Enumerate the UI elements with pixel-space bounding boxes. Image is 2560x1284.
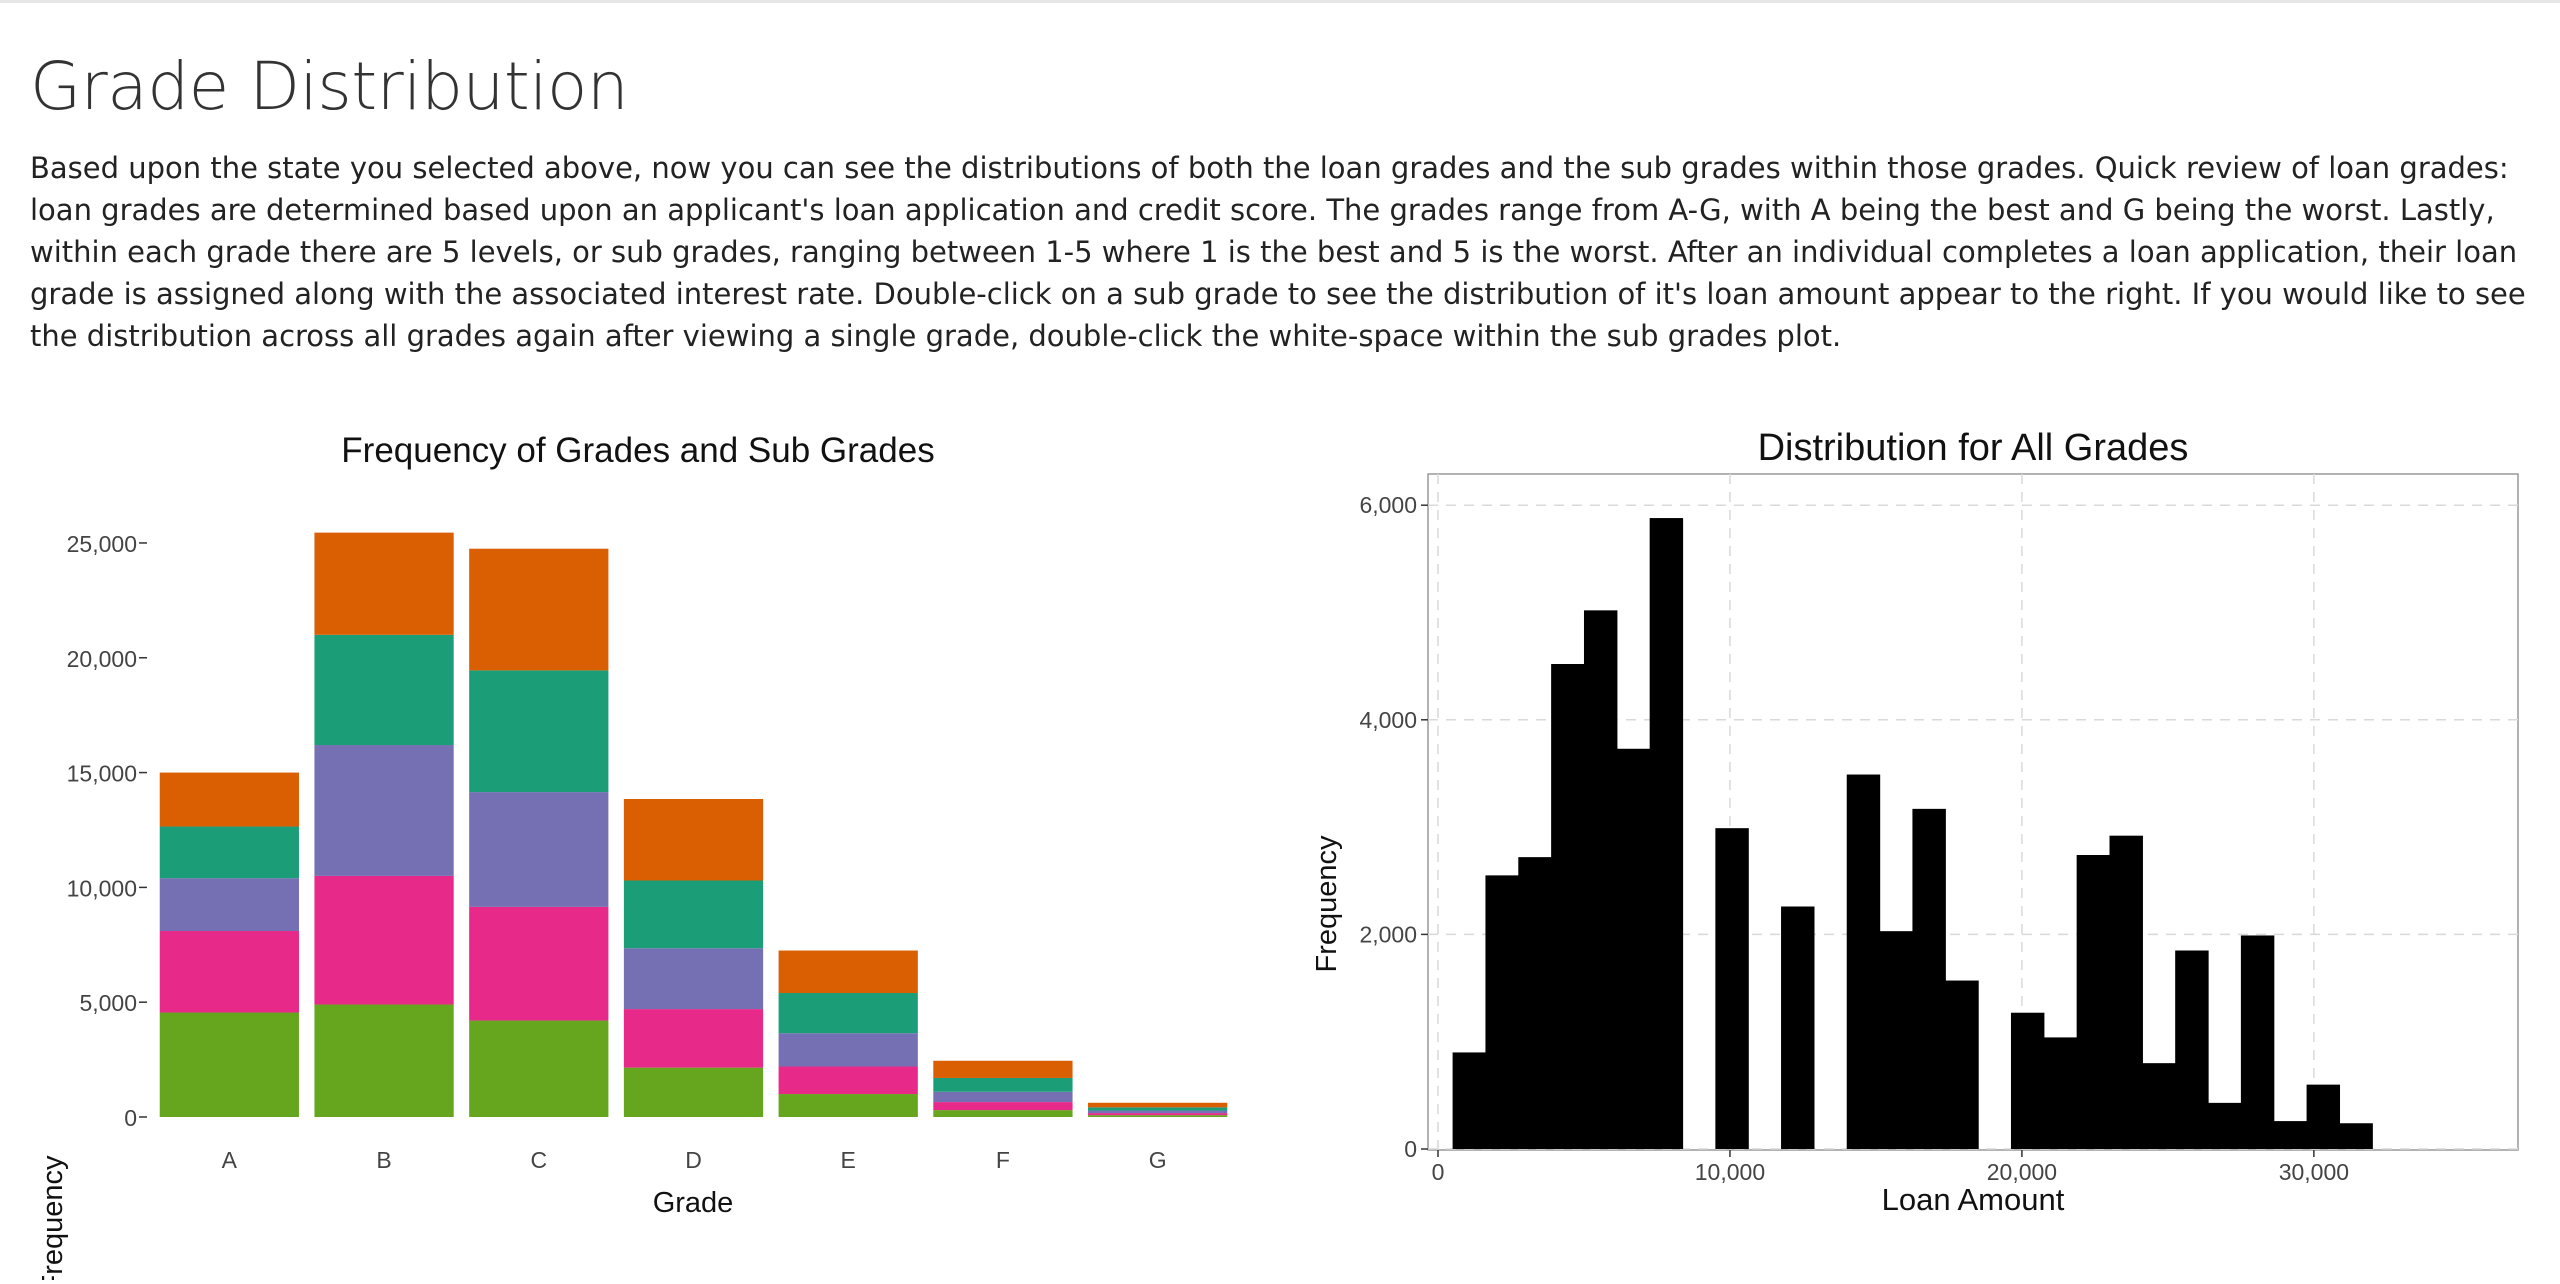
bar-segment-e-3[interactable] — [778, 1033, 918, 1067]
bar-segment-g-4[interactable] — [1088, 1107, 1228, 1111]
histogram-bar[interactable] — [2010, 1012, 2045, 1149]
bar-segment-d-2[interactable] — [623, 1009, 764, 1068]
bar-segment-g-2[interactable] — [1088, 1113, 1228, 1116]
bar-segment-c-4[interactable] — [469, 670, 609, 793]
histogram-bar[interactable] — [2306, 1084, 2341, 1149]
y-axis-label: Frequency — [1311, 835, 1343, 973]
y-tick-label: 15,000 — [67, 761, 137, 787]
x-tick-label: E — [841, 1147, 856, 1173]
bar-segment-d-5[interactable] — [623, 798, 764, 881]
histogram-bar[interactable] — [1616, 748, 1651, 1149]
bar-segment-b-2[interactable] — [314, 875, 454, 1005]
histogram-bar[interactable] — [1879, 931, 1914, 1149]
y-tick-label: 10,000 — [67, 875, 137, 901]
grades-subgrades-svg[interactable]: Frequency of Grades and Sub Grades Frequ… — [0, 400, 1290, 1284]
bar-segment-g-5[interactable] — [1088, 1102, 1228, 1108]
histogram-bar[interactable] — [1846, 774, 1881, 1149]
loan-amount-histogram[interactable]: Distribution for All Grades Frequency Lo… — [1290, 400, 2560, 1280]
chart-title: Frequency of Grades and Sub Grades — [341, 431, 934, 470]
histogram-bar[interactable] — [2109, 835, 2143, 1149]
bar-segment-b-3[interactable] — [314, 745, 454, 876]
x-tick-label: 0 — [1432, 1159, 1445, 1185]
histogram-bar[interactable] — [1518, 857, 1552, 1149]
bar-segment-b-5[interactable] — [314, 532, 454, 635]
bar-segment-d-4[interactable] — [623, 880, 764, 949]
bar-segment-a-2[interactable] — [159, 931, 299, 1013]
y-tick-label: 2,000 — [1359, 921, 1417, 947]
x-tick-label: F — [996, 1147, 1010, 1173]
x-tick-label: 30,000 — [2279, 1159, 2349, 1185]
bar-segment-b-1[interactable] — [314, 1004, 454, 1117]
histogram-bar[interactable] — [1945, 980, 1979, 1149]
bar-segment-d-1[interactable] — [623, 1067, 764, 1117]
top-divider — [0, 0, 2560, 3]
bar-segment-d-3[interactable] — [623, 948, 764, 1010]
bar-segment-e-2[interactable] — [778, 1066, 918, 1095]
chart-title: Distribution for All Grades — [1758, 427, 2189, 469]
plot-border — [1427, 473, 2519, 1151]
bar-segment-b-4[interactable] — [314, 634, 454, 746]
bar-segment-a-1[interactable] — [159, 1012, 299, 1117]
bar-segment-c-2[interactable] — [469, 906, 609, 1021]
bar-segment-e-5[interactable] — [778, 950, 918, 994]
y-axis-label: Frequency — [37, 1155, 69, 1280]
bar-segment-f-3[interactable] — [933, 1091, 1073, 1103]
histogram-bar[interactable] — [2273, 1121, 2308, 1149]
histogram-bar[interactable] — [2175, 950, 2209, 1149]
histogram-bar[interactable] — [1781, 906, 1815, 1149]
y-tick-label: 0 — [1404, 1136, 1417, 1162]
bar-segment-c-1[interactable] — [469, 1020, 609, 1117]
y-tick-label: 5,000 — [79, 990, 137, 1016]
x-tick-label: C — [530, 1147, 547, 1173]
bar-segment-g-3[interactable] — [1088, 1110, 1228, 1114]
histogram-bar[interactable] — [2043, 1037, 2078, 1149]
y-tick-label: 25,000 — [67, 531, 137, 557]
bar-segment-g-1[interactable] — [1088, 1115, 1228, 1117]
x-tick-label: B — [376, 1147, 391, 1173]
x-tick-label: 20,000 — [1987, 1159, 2057, 1185]
x-tick-label: A — [222, 1147, 238, 1173]
bar-segment-f-4[interactable] — [933, 1077, 1073, 1092]
x-axis-label: Loan Amount — [1882, 1182, 2065, 1217]
y-tick-label: 0 — [124, 1105, 137, 1131]
bar-segment-a-5[interactable] — [159, 772, 299, 827]
x-tick-label: 10,000 — [1695, 1159, 1765, 1185]
histogram-bar[interactable] — [1452, 1052, 1487, 1149]
page-title: Grade Distribution — [30, 48, 629, 125]
y-tick-label: 6,000 — [1359, 492, 1417, 518]
histogram-bar[interactable] — [2339, 1123, 2373, 1149]
plot-area[interactable]: 0 2,000 4,000 6,000 0 10,000 20,000 30,000 — [1359, 473, 2519, 1185]
bar-segment-c-5[interactable] — [469, 548, 609, 671]
bar-segment-c-3[interactable] — [469, 792, 609, 907]
histogram-bar[interactable] — [1715, 828, 1749, 1149]
bar-segment-e-1[interactable] — [778, 1094, 918, 1117]
histogram-bar[interactable] — [2240, 935, 2275, 1149]
histogram-bar[interactable] — [1551, 663, 1585, 1149]
loan-amount-histogram-svg[interactable]: Distribution for All Grades Frequency Lo… — [1290, 400, 2560, 1280]
histogram-bar[interactable] — [2208, 1102, 2242, 1149]
bar-segment-e-4[interactable] — [778, 993, 918, 1034]
x-tick-label: D — [685, 1147, 702, 1173]
bar-segment-f-2[interactable] — [933, 1102, 1073, 1111]
grades-subgrades-chart[interactable]: Frequency of Grades and Sub Grades Frequ… — [0, 400, 1290, 1284]
page-description: Based upon the state you selected above,… — [30, 151, 2526, 353]
histogram-bar[interactable] — [1583, 610, 1618, 1149]
histogram-bar[interactable] — [2142, 1063, 2176, 1149]
histogram-bar[interactable] — [1649, 518, 1684, 1149]
bar-segment-f-1[interactable] — [933, 1110, 1073, 1117]
bar-segment-a-4[interactable] — [159, 826, 299, 879]
x-tick-label: G — [1149, 1147, 1167, 1173]
plot-area[interactable]: 0 5,000 10,000 15,000 20,000 25,000 A B C D E F G — [67, 531, 1228, 1173]
bar-segment-f-5[interactable] — [933, 1060, 1073, 1078]
bar-segment-a-3[interactable] — [159, 878, 299, 932]
histogram-bar[interactable] — [2076, 854, 2111, 1149]
y-tick-label: 20,000 — [67, 646, 137, 672]
histogram-bar[interactable] — [1485, 875, 1519, 1149]
x-axis-label: Grade — [653, 1187, 734, 1219]
histogram-bar[interactable] — [1912, 808, 1946, 1149]
y-tick-label: 4,000 — [1359, 707, 1417, 733]
